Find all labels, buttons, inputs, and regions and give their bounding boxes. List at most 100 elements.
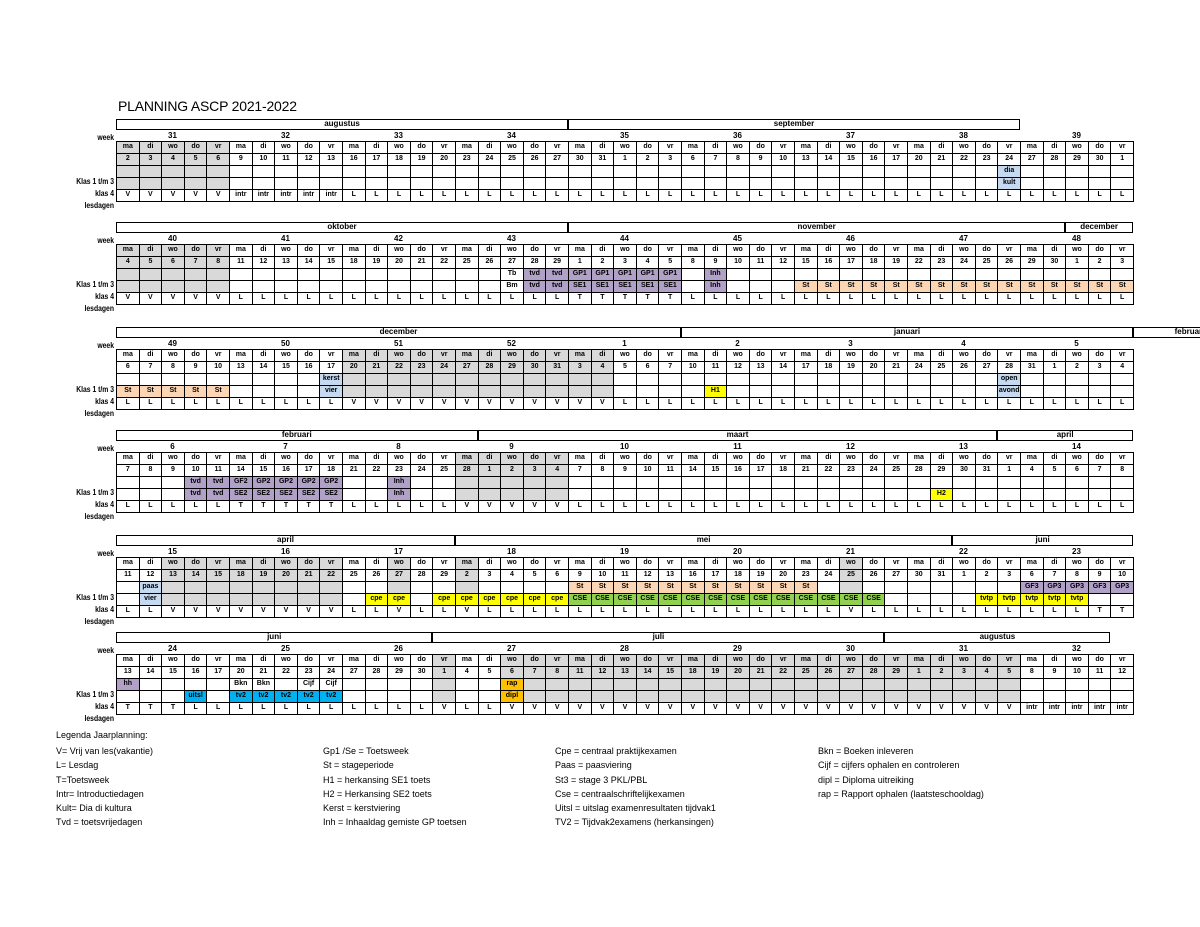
lesdag-cell: V	[387, 605, 411, 618]
legend-item: Bkn = Boeken inleveren	[818, 746, 914, 756]
lesdag-cell: V	[229, 605, 253, 618]
lesdag-cell: L	[229, 397, 253, 410]
lesdag-cell: V	[274, 605, 298, 618]
lesdag-cell: L	[342, 189, 366, 202]
lesdag-cell: L	[138, 605, 163, 618]
lesdag-cell: intr	[229, 189, 253, 202]
lesdag-cell: L	[997, 397, 1021, 410]
row-label-lesdagen: lesdagen	[84, 714, 114, 724]
lesdag-cell: L	[274, 292, 298, 305]
week-number: 18	[507, 547, 516, 556]
legend-item: Intr= Introductiedagen	[56, 788, 144, 799]
legend-item: L= Lesdag	[56, 760, 99, 771]
row-label-klas-1-3: Klas 1 t/m 3	[76, 488, 114, 498]
lesdag-cell: L	[409, 292, 434, 305]
lesdag-cell: L	[952, 397, 976, 410]
lesdag-cell: V	[794, 702, 818, 715]
lesdag-cell: L	[409, 500, 434, 513]
lesdag-cell: L	[522, 605, 547, 618]
lesdag-cell: L	[884, 605, 908, 618]
lesdag-cell: L	[1065, 189, 1089, 202]
lesdag-cell: T	[274, 500, 298, 513]
week-number: 4	[961, 339, 966, 348]
lesdag-cell: V	[522, 702, 547, 715]
lesdag-cell: L	[500, 189, 524, 202]
calendar-block: februari maart april week Klas 1 t/m 3 klas 4…	[0, 430, 1200, 526]
lesdag-cell: V	[477, 500, 502, 513]
month-header: september	[568, 119, 1020, 130]
lesdag-cell: L	[1087, 189, 1112, 202]
legend-item: Cpe = centraal praktijkexamen	[555, 746, 677, 756]
lesdag-cell: L	[1020, 397, 1044, 410]
lesdag-cell: L	[907, 605, 931, 618]
lesdag-cell: L	[522, 189, 547, 202]
lesdag-cell: L	[681, 397, 705, 410]
lesdag-cell: V	[522, 397, 547, 410]
lesdag-cell: L	[658, 397, 682, 410]
week-number: 46	[846, 234, 855, 243]
lesdag-cell: L	[816, 500, 841, 513]
week-number: 25	[281, 644, 290, 653]
lesdag-cell: V	[138, 292, 163, 305]
lesdag-cell: L	[500, 605, 524, 618]
week-number: 11	[733, 442, 742, 451]
lesdag-cell: V	[251, 605, 276, 618]
lesdag-cell: L	[364, 292, 389, 305]
lesdag-cell: V	[839, 702, 863, 715]
lesdag-cell: V	[500, 702, 524, 715]
lesdag-cell: intr	[1110, 702, 1134, 715]
row-label-lesdagen: lesdagen	[84, 409, 114, 419]
lesdag-cell: L	[432, 292, 456, 305]
lesdag-cell: L	[319, 292, 343, 305]
month-header: november	[568, 222, 1066, 233]
lesdag-cell: V	[545, 500, 569, 513]
lesdag-cell: V	[771, 702, 795, 715]
lesdag-cell: L	[1110, 500, 1134, 513]
lesdag-cell: T	[1087, 605, 1112, 618]
lesdag-cell: V	[816, 702, 841, 715]
legend-title: Legenda Jaarplanning:	[56, 730, 148, 740]
week-number: 5	[1074, 339, 1079, 348]
lesdag-cell: L	[183, 397, 208, 410]
lesdag-cell: V	[545, 397, 569, 410]
lesdag-cell: L	[1065, 500, 1089, 513]
lesdag-cell: V	[590, 397, 615, 410]
lesdag-cell: L	[274, 702, 298, 715]
lesdag-cell: T	[161, 702, 185, 715]
week-number: 35	[620, 131, 629, 140]
lesdag-cell: L	[274, 397, 298, 410]
lesdag-cell: L	[861, 189, 886, 202]
legend-item: Inh = Inhaaldag gemiste GP toetsen	[323, 817, 467, 828]
lesdag-cell: intr	[274, 189, 298, 202]
lesdag-cell: V	[703, 702, 728, 715]
row-label-week: week	[97, 646, 114, 655]
lesdag-cell: V	[206, 292, 230, 305]
lesdag-cell: L	[929, 292, 954, 305]
lesdag-cell: L	[794, 605, 818, 618]
lesdag-cell: L	[229, 292, 253, 305]
legend-item: rap = Rapport ophalen (laatsteschooldag)	[818, 788, 984, 799]
lesdag-cell: L	[794, 292, 818, 305]
week-number: 44	[620, 234, 629, 243]
lesdag-cell: V	[929, 702, 954, 715]
lesdag-cell: L	[590, 189, 615, 202]
week-number: 31	[959, 644, 968, 653]
lesdag-cell: L	[907, 500, 931, 513]
row-label-klas-1-3: Klas 1 t/m 3	[76, 690, 114, 700]
week-number: 45	[733, 234, 742, 243]
week-number: 26	[394, 644, 403, 653]
lesdag-cell: intr	[1042, 702, 1067, 715]
lesdag-cell: L	[907, 189, 931, 202]
row-label-klas-4: klas 4	[95, 500, 114, 510]
lesdag-cell: L	[568, 189, 592, 202]
lesdag-cell: L	[1042, 605, 1067, 618]
calendar-block: augustus september week Klas 1 t/m 3 klas 4 l…	[0, 119, 1200, 215]
lesdag-cell: L	[974, 189, 999, 202]
week-number: 20	[733, 547, 742, 556]
week-number: 50	[281, 339, 290, 348]
lesdag-cell: L	[116, 605, 140, 618]
month-header: juli	[432, 632, 885, 643]
lesdag-cell: V	[183, 189, 208, 202]
lesdag-cell: L	[929, 397, 954, 410]
legend-item: Paas = paasviering	[555, 760, 632, 771]
